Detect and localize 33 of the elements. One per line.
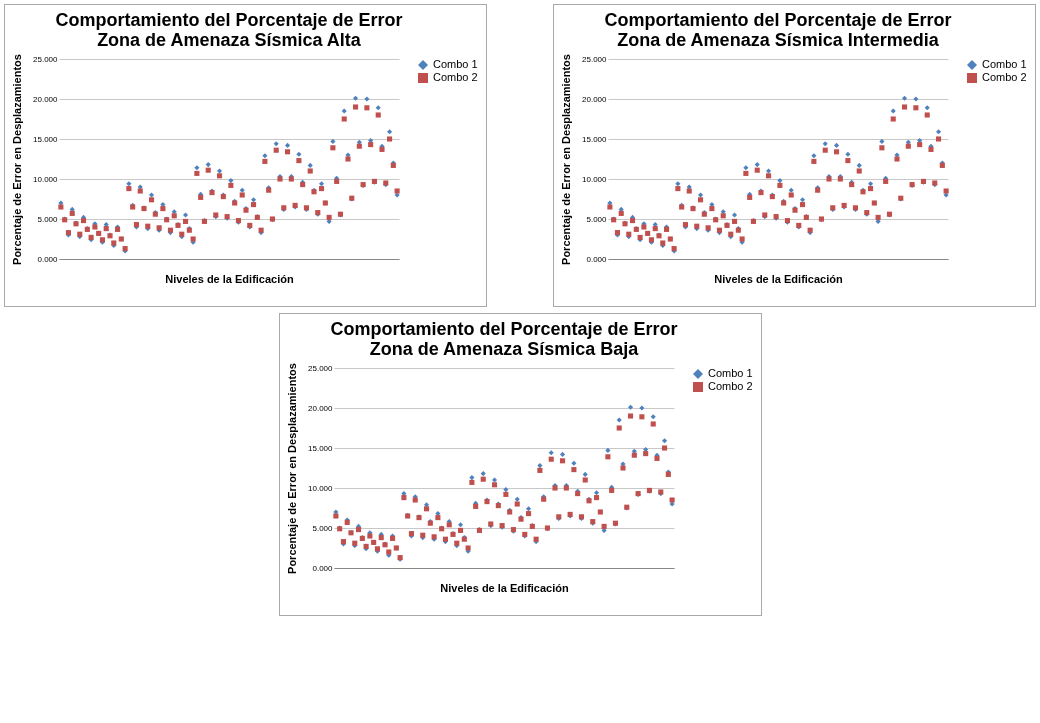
y-tick-label: 0.000 bbox=[37, 254, 59, 264]
y-tick-label: 10.000 bbox=[582, 174, 608, 184]
y-tick-label: 20.000 bbox=[307, 403, 333, 413]
y-axis-title: Porcentaje de Error en Desplazamientos bbox=[285, 363, 298, 574]
y-tick-label: 0.000 bbox=[586, 254, 608, 264]
x-axis-title: Niveles de la Edificación bbox=[714, 272, 843, 285]
y-tick-label: 5.000 bbox=[586, 214, 608, 224]
legend-label: Combo 1 bbox=[707, 367, 753, 379]
y-tick-label: 5.000 bbox=[37, 214, 59, 224]
y-tick-label: 5.000 bbox=[311, 523, 333, 533]
y-tick-label: 0.000 bbox=[311, 563, 333, 573]
chart-title: Comportamiento del Porcentaje de Error Zona de Amenaza Sísmica Baja bbox=[329, 318, 678, 359]
chart-title: Comportamiento del Porcentaje de Error Zona de Amenaza Sísmica Intermedia bbox=[604, 9, 952, 50]
y-tick-label: 25.000 bbox=[307, 363, 333, 373]
y-tick-label: 10.000 bbox=[33, 174, 59, 184]
legend-label: Combo 1 bbox=[433, 58, 478, 70]
x-axis-title: Niveles de la Edificación bbox=[439, 581, 569, 594]
chart-title: Comportamiento del Porcentaje de Error Zona de Amenaza Sísmica Alta bbox=[55, 9, 403, 50]
legend-label: Combo 2 bbox=[433, 71, 478, 83]
legend-label: Combo 2 bbox=[707, 380, 753, 392]
y-axis-title: Porcentaje de Error en Desplazamientos bbox=[560, 54, 573, 265]
y-tick-label: 15.000 bbox=[307, 443, 333, 453]
y-tick-label: 25.000 bbox=[33, 54, 59, 64]
y-axis-title: Porcentaje de Error en Desplazamientos bbox=[11, 54, 24, 265]
y-tick-label: 20.000 bbox=[33, 94, 59, 104]
y-tick-label: 20.000 bbox=[582, 94, 608, 104]
y-tick-label: 15.000 bbox=[582, 134, 608, 144]
x-axis-title: Niveles de la Edificación bbox=[165, 272, 294, 285]
legend-label: Combo 1 bbox=[982, 58, 1027, 70]
y-tick-label: 15.000 bbox=[33, 134, 59, 144]
legend-label: Combo 2 bbox=[982, 71, 1027, 83]
y-tick-label: 25.000 bbox=[582, 54, 608, 64]
y-tick-label: 10.000 bbox=[307, 483, 333, 493]
